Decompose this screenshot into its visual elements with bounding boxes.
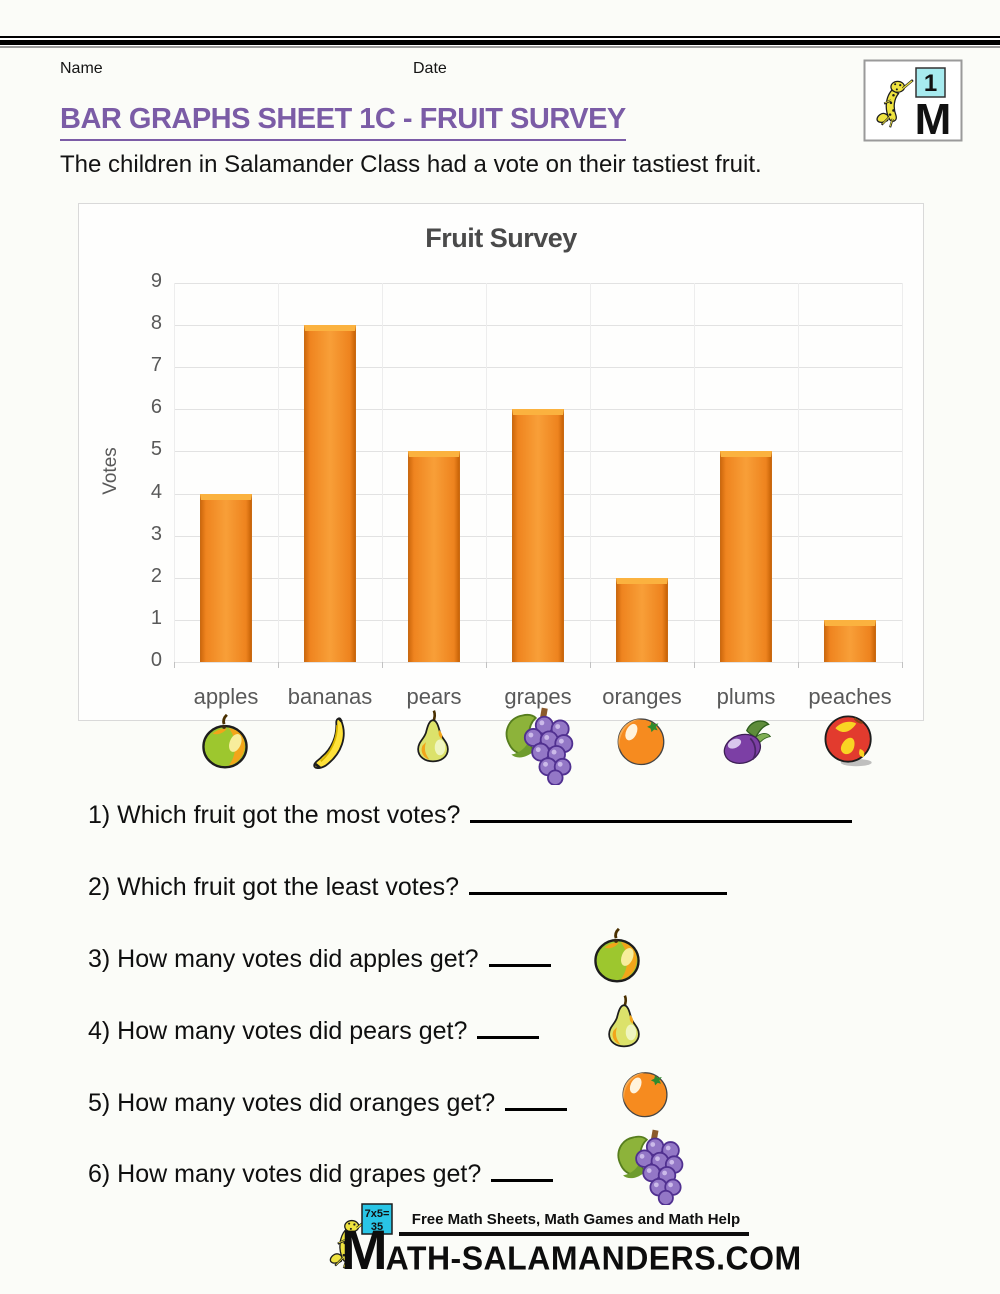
- footer-salamander-logo: 7x5= 35: [328, 1203, 393, 1270]
- orange-icon: [613, 712, 669, 768]
- y-tick-label: 3: [150, 522, 162, 545]
- gridline-v: [382, 283, 383, 662]
- footer-site-rest: ATH-SALAMANDERS.COM: [385, 1239, 802, 1277]
- orange-icon: [618, 1066, 672, 1120]
- banana-icon: [300, 702, 358, 788]
- chart-title: Fruit Survey: [425, 223, 577, 253]
- bar-bananas: [304, 325, 356, 662]
- y-tick-label: 2: [150, 564, 162, 587]
- gridline-v: [486, 283, 487, 662]
- question-2-answer-blank: [469, 868, 728, 895]
- footer-divider-line: [399, 1232, 749, 1236]
- name-field-label: Name: [60, 60, 103, 77]
- footer-site-initial: M: [341, 1218, 388, 1281]
- top-divider-rule: [0, 36, 1000, 48]
- x-tick-label-plums: plums: [716, 684, 776, 709]
- pear-icon: [405, 698, 461, 774]
- gridline-v: [902, 283, 903, 662]
- y-tick-label: 9: [150, 270, 162, 292]
- footer-math-board: [361, 1203, 393, 1235]
- plum-icon: [712, 713, 778, 769]
- question-1-text: 1) Which fruit got the most votes?: [88, 801, 461, 829]
- y-tick-label: 0: [150, 649, 162, 671]
- x-axis-tick: [902, 662, 903, 668]
- question-3: 3) How many votes did apples get?: [88, 940, 551, 977]
- question-1: 1) Which fruit got the most votes?: [88, 796, 853, 833]
- question-6: 6) How many votes did grapes get?: [88, 1155, 554, 1192]
- gridline-h: [174, 325, 902, 327]
- x-axis-tick: [278, 662, 279, 668]
- gridline-h: [174, 662, 902, 663]
- apple-icon: [585, 926, 649, 986]
- question-2: 2) Which fruit got the least votes?: [88, 868, 728, 905]
- salamander-level-badge: 1 M: [863, 59, 963, 142]
- question-3-answer-blank: [488, 940, 551, 967]
- bar-pears: [408, 451, 460, 662]
- question-4: 4) How many votes did pears get?: [88, 1012, 540, 1049]
- x-axis-tick: [798, 662, 799, 668]
- gridline-h: [174, 367, 902, 369]
- bar-plums: [720, 451, 772, 662]
- grapes-icon: [498, 700, 576, 792]
- question-1-answer-blank: [470, 796, 853, 823]
- x-tick-label-grapes: grapes: [504, 684, 572, 709]
- question-3-text: 3) How many votes did apples get?: [88, 945, 479, 973]
- x-axis-tick: [486, 662, 487, 668]
- peach-icon: [819, 710, 879, 768]
- question-4-text: 4) How many votes did pears get?: [88, 1017, 468, 1045]
- gridline-v: [278, 283, 279, 662]
- footer-board-line1: 7x5=: [365, 1208, 390, 1220]
- x-axis-tick: [174, 662, 175, 668]
- x-tick-label-peaches: peaches: [808, 684, 892, 709]
- x-tick-label-bananas: bananas: [287, 684, 373, 709]
- gridline-v: [590, 283, 591, 662]
- x-axis-tick: [590, 662, 591, 668]
- question-6-text: 6) How many votes did grapes get?: [88, 1160, 482, 1188]
- badge-m-letter: M: [915, 95, 952, 142]
- gridline-v: [694, 283, 695, 662]
- apple-icon: [193, 712, 257, 772]
- grapes-icon: [610, 1126, 686, 1208]
- y-tick-label: 8: [150, 312, 162, 335]
- footer-board-line2: 35: [371, 1221, 383, 1233]
- x-axis-tick: [694, 662, 695, 668]
- y-axis-title: Votes: [100, 447, 121, 495]
- x-tick-label-oranges: oranges: [602, 684, 682, 709]
- gridline-v: [798, 283, 799, 662]
- question-6-answer-blank: [491, 1155, 554, 1182]
- question-4-answer-blank: [477, 1012, 540, 1039]
- gridline-v: [174, 283, 175, 662]
- date-field-label: Date: [413, 60, 447, 77]
- y-tick-label: 7: [150, 354, 162, 377]
- footer-site-name: M ATH-SALAMANDERS.COM: [341, 1218, 802, 1281]
- bar-apples: [200, 493, 252, 662]
- x-tick-label-apples: apples: [193, 684, 259, 709]
- badge-number: 1: [924, 70, 937, 97]
- bar-oranges: [616, 577, 668, 662]
- chart-panel: Fruit Survey Votes 0 1 2 3 4 5 6 7 8 9 apples banan…: [78, 203, 924, 721]
- question-5: 5) How many votes did oranges get?: [88, 1084, 568, 1121]
- question-5-text: 5) How many votes did oranges get?: [88, 1089, 496, 1117]
- x-axis-tick: [382, 662, 383, 668]
- footer-tagline: Free Math Sheets, Math Games and Math He…: [411, 1211, 741, 1228]
- y-tick-label: 6: [150, 396, 162, 419]
- page-title: BAR GRAPHS SHEET 1C - FRUIT SURVEY: [60, 103, 626, 141]
- question-5-answer-blank: [505, 1084, 568, 1111]
- x-tick-label-pears: pears: [406, 684, 462, 709]
- question-2-text: 2) Which fruit got the least votes?: [88, 873, 460, 901]
- gridline-h: [174, 283, 902, 284]
- bar-grapes: [512, 409, 564, 662]
- pear-icon: [596, 984, 652, 1058]
- y-tick-label: 5: [150, 438, 162, 461]
- y-tick-label: 1: [150, 606, 162, 629]
- badge-number-board: [915, 67, 946, 98]
- page-subtitle: The children in Salamander Class had a v…: [60, 151, 762, 178]
- bar-peaches: [824, 619, 876, 662]
- y-tick-label: 4: [150, 480, 162, 503]
